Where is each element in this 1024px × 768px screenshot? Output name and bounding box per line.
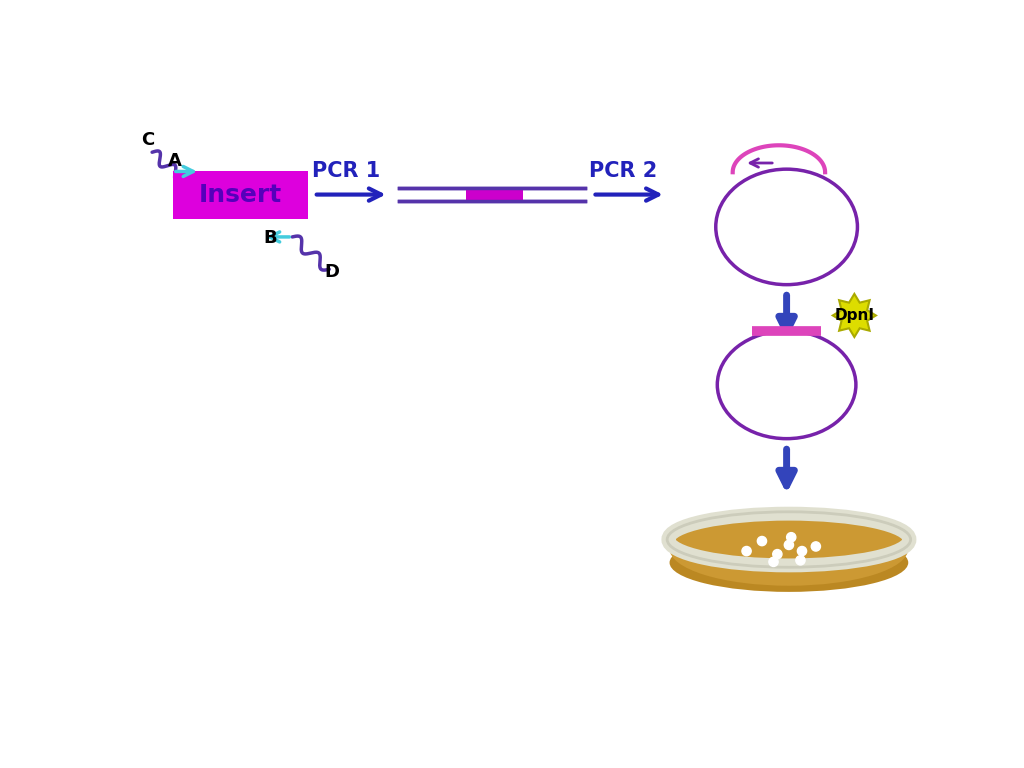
- Text: PCR 1: PCR 1: [312, 161, 380, 180]
- Ellipse shape: [670, 511, 908, 586]
- Text: Insert: Insert: [199, 184, 282, 207]
- Ellipse shape: [717, 331, 856, 439]
- FancyBboxPatch shape: [173, 171, 307, 219]
- Text: C: C: [141, 131, 155, 148]
- Text: A: A: [168, 152, 181, 170]
- Text: PCR 2: PCR 2: [589, 161, 657, 180]
- Circle shape: [798, 547, 807, 556]
- Text: B: B: [263, 229, 276, 247]
- Circle shape: [742, 547, 752, 556]
- Ellipse shape: [716, 169, 857, 285]
- Circle shape: [784, 541, 794, 550]
- Circle shape: [811, 542, 820, 551]
- Circle shape: [773, 550, 782, 559]
- Circle shape: [769, 558, 778, 567]
- FancyBboxPatch shape: [466, 188, 523, 200]
- Text: D: D: [325, 263, 340, 281]
- Circle shape: [796, 556, 805, 565]
- Circle shape: [758, 537, 767, 546]
- Text: DpnI: DpnI: [835, 308, 874, 323]
- Circle shape: [786, 532, 796, 542]
- Ellipse shape: [670, 533, 908, 592]
- Polygon shape: [833, 294, 876, 337]
